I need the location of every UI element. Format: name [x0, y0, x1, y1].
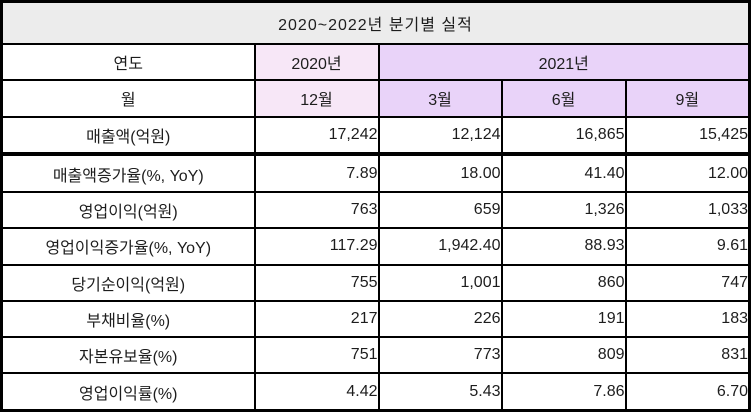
metric-label: 자본유보율(%) [0, 336, 256, 375]
metric-value: 773 [377, 336, 503, 375]
metric-value: 763 [253, 190, 380, 230]
metric-value: 18.00 [377, 153, 503, 193]
metric-value: 88.93 [500, 227, 627, 266]
year-2020-header: 2020년 [253, 42, 380, 82]
metric-value: 12,124 [377, 115, 503, 157]
metric-value: 7.86 [500, 372, 627, 412]
metric-value: 226 [377, 299, 503, 339]
metric-label: 영업이익(억원) [0, 190, 256, 230]
metric-value: 9.61 [624, 227, 751, 266]
month-header-jun: 6월 [500, 79, 627, 118]
table-row: 자본유보율(%) 751 773 809 831 [0, 336, 751, 375]
table-row: 영업이익(억원) 763 659 1,326 1,033 [0, 190, 751, 230]
metric-value: 1,001 [377, 263, 503, 302]
year-2021-header: 2021년 [377, 42, 751, 82]
metric-value: 6.70 [624, 372, 751, 412]
metric-value: 191 [500, 299, 627, 339]
metric-value: 860 [500, 263, 627, 302]
metric-label: 매출액증가율(%, YoY) [0, 153, 256, 193]
year-row-label: 연도 [0, 42, 256, 82]
metric-value: 7.89 [253, 153, 380, 193]
year-header-row: 연도 2020년 2021년 [0, 42, 751, 82]
metric-value: 183 [624, 299, 751, 339]
title-row: 2020~2022년 분기별 실적 [0, 0, 751, 45]
month-header-row: 월 12월 3월 6월 9월 [0, 79, 751, 118]
table-row: 부채비율(%) 217 226 191 183 [0, 299, 751, 339]
metric-label: 부채비율(%) [0, 299, 256, 339]
metric-value: 5.43 [377, 372, 503, 412]
metric-value: 17,242 [253, 115, 380, 157]
table-row: 매출액증가율(%, YoY) 7.89 18.00 41.40 12.00 [0, 153, 751, 193]
table-title: 2020~2022년 분기별 실적 [0, 0, 751, 45]
metric-value: 4.42 [253, 372, 380, 412]
metric-value: 747 [624, 263, 751, 302]
month-header-sep: 9월 [624, 79, 751, 118]
metric-value: 15,425 [624, 115, 751, 157]
metric-value: 1,033 [624, 190, 751, 230]
metric-label: 매출액(억원) [0, 115, 256, 157]
metric-label: 당기순이익(억원) [0, 263, 256, 302]
metric-value: 41.40 [500, 153, 627, 193]
metric-value: 117.29 [253, 227, 380, 266]
metric-label: 영업이익률(%) [0, 372, 256, 412]
metric-value: 12.00 [624, 153, 751, 193]
metric-value: 755 [253, 263, 380, 302]
month-row-label: 월 [0, 79, 256, 118]
metric-value: 217 [253, 299, 380, 339]
metric-value: 659 [377, 190, 503, 230]
metric-value: 751 [253, 336, 380, 375]
table-row: 당기순이익(억원) 755 1,001 860 747 [0, 263, 751, 302]
metric-value: 1,942.40 [377, 227, 503, 266]
metric-value: 809 [500, 336, 627, 375]
table-row: 매출액(억원) 17,242 12,124 16,865 15,425 [0, 115, 751, 157]
metric-label: 영업이익증가율(%, YoY) [0, 227, 256, 266]
metric-value: 16,865 [500, 115, 627, 157]
month-header-mar: 3월 [377, 79, 503, 118]
metric-value: 831 [624, 336, 751, 375]
table-row: 영업이익증가율(%, YoY) 117.29 1,942.40 88.93 9.… [0, 227, 751, 266]
metric-value: 1,326 [500, 190, 627, 230]
table-row: 영업이익률(%) 4.42 5.43 7.86 6.70 [0, 372, 751, 412]
month-header-dec: 12월 [253, 79, 380, 118]
